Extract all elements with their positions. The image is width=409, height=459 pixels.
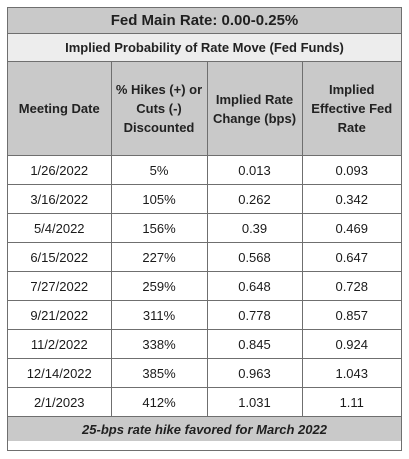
cell-meeting-date: 12/14/2022 [8,358,112,388]
cell-rate-change: 0.39 [207,213,303,243]
header-meeting-date: Meeting Date [8,62,112,156]
header-implied-effective-rate: Implied Effective Fed Rate [302,62,401,156]
cell-meeting-date: 7/27/2022 [8,271,112,301]
cell-rate-change: 0.845 [207,329,303,359]
cell-meeting-date: 2/1/2023 [8,387,112,417]
cell-meeting-date: 11/2/2022 [8,329,112,359]
cell-rate-change: 0.648 [207,271,303,301]
cell-effective-rate: 0.342 [302,184,401,214]
cell-meeting-date: 3/16/2022 [8,184,112,214]
table-title: Fed Main Rate: 0.00-0.25% [8,8,401,34]
table-row: 1/26/2022 5% 0.013 0.093 [8,155,401,185]
cell-hikes-cuts: 105% [111,184,208,214]
probability-table: Meeting Date % Hikes (+) or Cuts (-) Dis… [8,62,401,417]
table-row: 6/15/2022 227% 0.568 0.647 [8,242,401,272]
cell-effective-rate: 0.857 [302,300,401,330]
cell-effective-rate: 0.469 [302,213,401,243]
rate-probability-table-card: Fed Main Rate: 0.00-0.25% Implied Probab… [7,7,402,451]
cell-effective-rate: 1.043 [302,358,401,388]
table-row: 9/21/2022 311% 0.778 0.857 [8,300,401,330]
cell-hikes-cuts: 338% [111,329,208,359]
cell-meeting-date: 9/21/2022 [8,300,112,330]
table-row: 3/16/2022 105% 0.262 0.342 [8,184,401,214]
table-row: 12/14/2022 385% 0.963 1.043 [8,358,401,388]
cell-hikes-cuts: 385% [111,358,208,388]
cell-hikes-cuts: 412% [111,387,208,417]
cell-rate-change: 0.568 [207,242,303,272]
cell-effective-rate: 0.647 [302,242,401,272]
header-hikes-cuts: % Hikes (+) or Cuts (-) Discounted [111,62,208,156]
cell-rate-change: 0.963 [207,358,303,388]
table-footer-note: 25-bps rate hike favored for March 2022 [8,417,401,441]
header-implied-rate-change: Implied Rate Change (bps) [207,62,303,156]
table-row: 7/27/2022 259% 0.648 0.728 [8,271,401,301]
cell-meeting-date: 1/26/2022 [8,155,112,185]
cell-hikes-cuts: 227% [111,242,208,272]
header-row: Meeting Date % Hikes (+) or Cuts (-) Dis… [8,62,401,156]
cell-hikes-cuts: 5% [111,155,208,185]
cell-rate-change: 0.013 [207,155,303,185]
cell-hikes-cuts: 259% [111,271,208,301]
cell-effective-rate: 0.924 [302,329,401,359]
table-row: 5/4/2022 156% 0.39 0.469 [8,213,401,243]
cell-hikes-cuts: 156% [111,213,208,243]
table-row: 11/2/2022 338% 0.845 0.924 [8,329,401,359]
cell-rate-change: 0.778 [207,300,303,330]
cell-hikes-cuts: 311% [111,300,208,330]
cell-meeting-date: 6/15/2022 [8,242,112,272]
table-subtitle: Implied Probability of Rate Move (Fed Fu… [8,34,401,62]
table-row: 2/1/2023 412% 1.031 1.11 [8,387,401,417]
cell-effective-rate: 0.093 [302,155,401,185]
cell-effective-rate: 1.11 [302,387,401,417]
cell-rate-change: 0.262 [207,184,303,214]
cell-meeting-date: 5/4/2022 [8,213,112,243]
cell-rate-change: 1.031 [207,387,303,417]
cell-effective-rate: 0.728 [302,271,401,301]
